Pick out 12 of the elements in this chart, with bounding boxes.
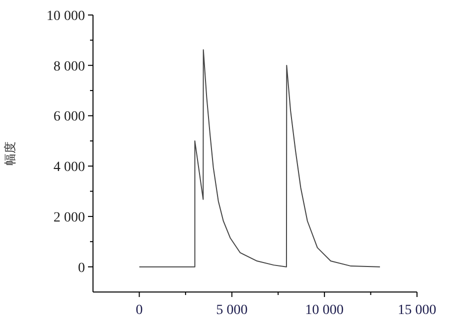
- y-axis-title: 幅度: [3, 142, 17, 166]
- x-tick-label: 0: [136, 303, 143, 318]
- y-tick-label: 4 000: [54, 160, 85, 176]
- line-series: [138, 49, 380, 268]
- y-tick-label: 0: [78, 260, 85, 276]
- y-tick-label: 8 000: [54, 59, 85, 74]
- y-tick-label: 6 000: [54, 110, 85, 125]
- y-tick-label: 10 000: [46, 9, 85, 24]
- x-tick-label: 15 000: [398, 303, 436, 318]
- y-tick-label: 2 000: [54, 210, 85, 226]
- x-tick-label: 10 000: [305, 303, 344, 318]
- x-tick-label: 5 000: [216, 303, 248, 318]
